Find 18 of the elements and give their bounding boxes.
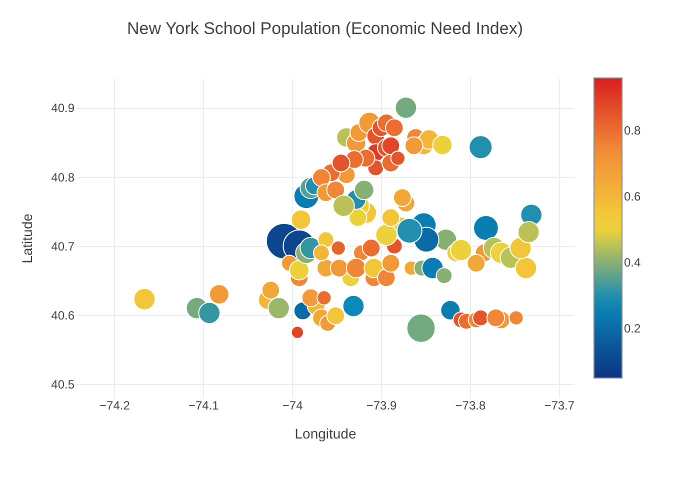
x-tick-label: −73.9 <box>366 398 398 412</box>
x-axis-title: Longitude <box>294 426 356 442</box>
color-bar-label: 0.6 <box>624 190 642 204</box>
color-bar-label: 0.4 <box>624 256 642 270</box>
x-tick-label: −74.2 <box>100 398 130 412</box>
y-axis-title: Latitude <box>19 213 36 264</box>
y-tick-label: 40.6 <box>51 308 75 323</box>
chart-title: New York School Population (Economic Need Index) <box>127 19 523 38</box>
x-tick-label: −73.8 <box>455 398 486 412</box>
x-tick-label: −74.1 <box>188 398 220 412</box>
y-tick-label: 40.7 <box>51 239 75 254</box>
y-tick-label: 40.9 <box>51 101 75 116</box>
y-tick-label: 40.5 <box>51 378 75 392</box>
x-tick-label: −73.7 <box>544 398 575 412</box>
y-tick-label: 40.8 <box>51 170 75 184</box>
x-tick-label: −74 <box>282 398 304 412</box>
color-bar-label: 0.8 <box>624 124 642 138</box>
color-bar-label: 0.2 <box>624 322 642 336</box>
